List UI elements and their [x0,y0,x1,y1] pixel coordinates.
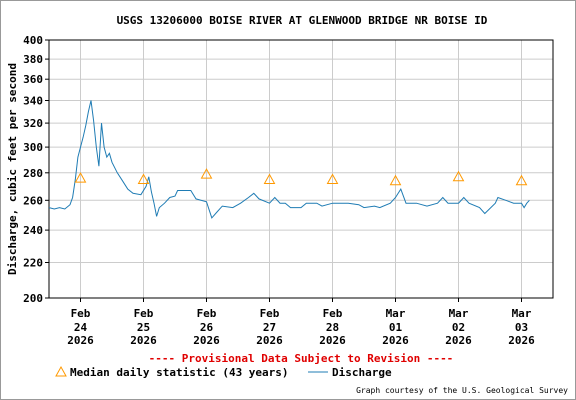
x-tick-month: Feb [260,307,280,320]
y-tick-label: 260 [23,194,43,207]
x-tick-year: 2026 [130,334,157,347]
x-tick-month: Mar [512,307,532,320]
plot-area [48,39,554,299]
median-marker [200,168,213,179]
legend-median-label: Median daily statistic (43 years) [70,366,289,379]
x-tick-month: Feb [71,307,91,320]
median-marker [389,174,402,186]
x-tick-year: 2026 [508,334,535,347]
y-axis-label: Discharge, cubic feet per second [6,63,19,275]
y-tick-label: 340 [23,95,43,108]
x-tick-day: 03 [515,321,528,334]
y-tick-labels: 200 220 240 260 280 300 320 340 360 380 400 [23,34,49,305]
y-tick-label: 220 [23,257,43,270]
x-tick-day: 24 [74,321,88,334]
y-tick-label: 360 [23,73,43,86]
x-tick-day: 25 [137,321,150,334]
y-tick-label: 380 [23,53,43,66]
x-tick-year: 2026 [67,334,94,347]
x-tick-day: 27 [263,321,276,334]
x-tick-day: 02 [452,321,465,334]
median-marker [452,170,465,182]
median-marker [74,172,87,183]
x-tick-year: 2026 [445,334,472,347]
y-tick-label: 320 [23,117,43,130]
x-tick-day: 26 [200,321,214,334]
x-tick-year: 2026 [319,334,346,347]
x-tick-month: Mar [449,307,469,320]
median-markers [74,168,528,186]
legend-median-marker [55,365,67,377]
y-tick-label: 300 [23,141,43,154]
x-tick-month: Feb [134,307,154,320]
median-marker [137,173,150,184]
median-marker [263,173,276,184]
chart-title: USGS 13206000 BOISE RIVER AT GLENWOOD BR… [117,14,488,27]
x-tick-labels: Feb242026Feb252026Feb262026Feb272026Feb2… [67,298,535,347]
series-line-discharge [48,100,530,219]
credit-text: Graph courtesy of the U.S. Geological Su… [356,386,568,395]
y-tick-label: 200 [23,292,43,305]
median-marker [515,174,528,186]
x-tick-month: Feb [197,307,217,320]
legend-discharge-label: Discharge [332,366,392,379]
x-tick-day: 28 [326,321,339,334]
x-tick-day: 01 [389,321,403,334]
grid [49,40,553,298]
x-tick-year: 2026 [256,334,283,347]
y-tick-label: 240 [23,224,43,237]
x-tick-month: Mar [386,307,406,320]
y-tick-label: 400 [23,34,43,47]
provisional-notice: ---- Provisional Data Subject to Revisio… [149,352,454,365]
x-tick-year: 2026 [382,334,409,347]
legend: Median daily statistic (43 years) Discha… [55,365,392,379]
median-marker [326,173,339,184]
x-tick-month: Feb [323,307,343,320]
x-tick-year: 2026 [193,334,220,347]
y-tick-label: 280 [23,167,43,180]
